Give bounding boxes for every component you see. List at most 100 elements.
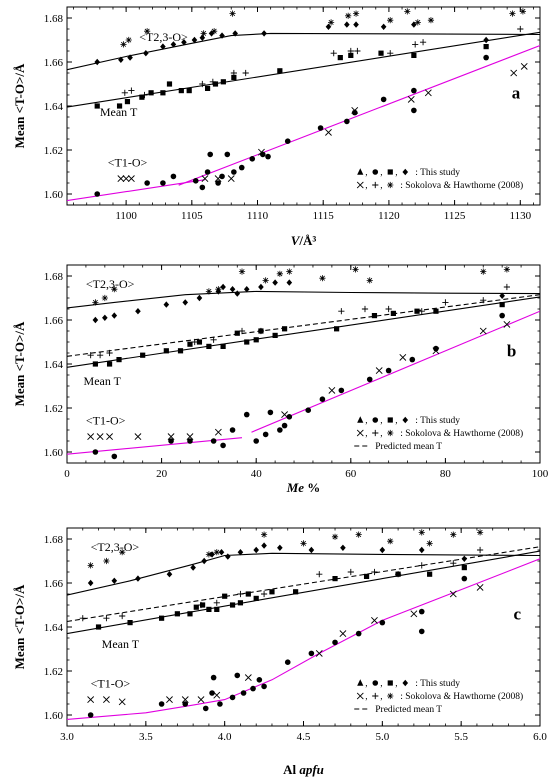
x-tick-label: 4.5 xyxy=(297,731,311,743)
legend-separator: , xyxy=(380,416,382,426)
fit-line xyxy=(67,290,540,309)
annotation-t1: <T1-O> xyxy=(108,156,148,170)
y-tick-label: 1.66 xyxy=(44,578,64,590)
data-point xyxy=(168,438,174,444)
chart-panel-c: 3.0 3.5 4.0 4.5 5.0 5.5 6.0 1.60 1.62 1.64 1.66 1.6… xyxy=(12,527,547,777)
data-point xyxy=(328,386,336,394)
data-point xyxy=(79,615,86,622)
data-point xyxy=(281,411,288,419)
data-point xyxy=(128,87,135,94)
data-point xyxy=(106,361,113,367)
data-point xyxy=(480,297,487,304)
series-diamond xyxy=(92,279,505,324)
data-point xyxy=(217,701,223,707)
legend-marker-plus xyxy=(372,692,379,700)
data-point xyxy=(277,427,283,433)
data-point xyxy=(111,453,118,460)
legend-separator: , xyxy=(395,416,397,426)
data-point xyxy=(243,286,250,293)
data-point xyxy=(414,308,420,314)
data-point xyxy=(120,41,127,48)
data-point xyxy=(339,630,347,638)
data-point xyxy=(204,169,211,175)
fit-line xyxy=(67,179,206,202)
legend-marker-x xyxy=(356,181,364,189)
data-point xyxy=(92,316,99,324)
data-point xyxy=(144,180,150,186)
data-point xyxy=(293,589,299,595)
data-point xyxy=(479,327,487,335)
data-point xyxy=(449,590,457,598)
data-point xyxy=(256,677,263,683)
data-point xyxy=(361,305,369,313)
data-point xyxy=(215,286,222,293)
annotation-t23: <T2,3-O> xyxy=(139,30,188,44)
fit-line xyxy=(67,546,540,623)
fit-line xyxy=(67,31,540,108)
x-tick-label: 6.0 xyxy=(533,731,547,743)
legend-label: : This study xyxy=(415,679,460,689)
data-point xyxy=(258,283,264,291)
chart-panel-a: 1100 1105 1110 1115 1120 1125 1130 1.60 1.62 1.64… xyxy=(12,6,541,248)
legend-label: Predicted mean T xyxy=(375,705,442,715)
data-point xyxy=(97,352,104,359)
legend: ,,,: This study,,: Sokolova & Hawthorne … xyxy=(354,679,523,715)
y-tick-label: 1.66 xyxy=(44,57,64,69)
data-point xyxy=(242,69,249,77)
data-point xyxy=(407,95,415,103)
data-point xyxy=(238,268,246,275)
y-tick-label: 1.68 xyxy=(44,534,64,546)
data-point xyxy=(214,175,222,183)
series-diamond xyxy=(87,542,468,587)
x-tick-label: 1120 xyxy=(378,210,400,222)
annotation-t23: <T2,3-O> xyxy=(86,277,135,291)
data-point xyxy=(177,348,184,354)
series-square xyxy=(94,44,489,109)
x-tick-label: 40 xyxy=(251,468,263,480)
data-point xyxy=(316,571,323,578)
fit-line xyxy=(67,294,540,357)
y-axis-label: Mean <T-O>/Å xyxy=(12,63,27,148)
fit-line xyxy=(251,310,540,433)
x-tick-label: 1130 xyxy=(509,210,531,222)
data-point xyxy=(207,151,214,158)
data-point xyxy=(258,148,265,156)
data-point xyxy=(127,175,135,183)
x-tick-label: 5.5 xyxy=(454,731,468,743)
legend-marker-diamond xyxy=(402,679,409,687)
data-point xyxy=(204,85,211,91)
data-point xyxy=(192,178,199,184)
x-tick-label: 1115 xyxy=(313,210,335,222)
data-point xyxy=(379,619,386,626)
data-point xyxy=(483,36,489,44)
data-point xyxy=(260,531,268,538)
x-tick-label: 1110 xyxy=(247,210,269,222)
legend-marker-triangle xyxy=(357,679,364,686)
data-point xyxy=(196,294,203,302)
data-point xyxy=(419,39,427,46)
data-point xyxy=(103,557,110,565)
data-point xyxy=(111,312,118,319)
plot-area xyxy=(67,529,540,720)
legend-marker-x xyxy=(356,429,364,437)
data-point xyxy=(476,583,484,591)
data-point xyxy=(272,332,278,338)
legend-marker-circle xyxy=(372,417,379,423)
data-point xyxy=(345,12,352,19)
data-point xyxy=(480,268,487,275)
legend-separator: , xyxy=(365,168,367,178)
data-point xyxy=(426,540,433,547)
legend-marker-plus xyxy=(372,429,379,437)
data-point xyxy=(190,564,196,571)
data-point xyxy=(461,575,468,582)
legend-marker-asterisk xyxy=(387,692,394,700)
series-plus xyxy=(79,546,484,622)
data-point xyxy=(411,87,417,94)
data-point xyxy=(197,696,205,704)
data-point xyxy=(366,277,373,284)
data-point xyxy=(378,50,384,56)
data-point xyxy=(414,19,421,26)
series-plus xyxy=(87,283,510,359)
data-point xyxy=(338,387,345,394)
data-point xyxy=(305,407,312,414)
